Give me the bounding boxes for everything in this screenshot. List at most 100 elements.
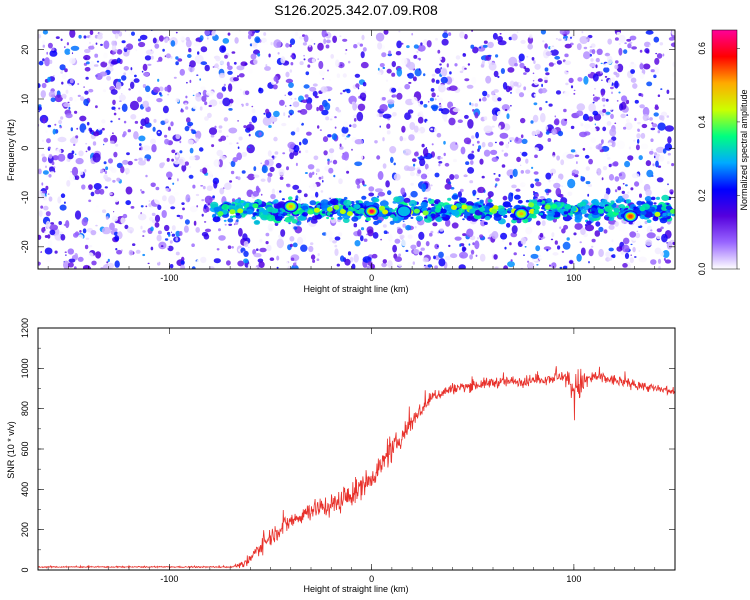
spectrogram-cell [608,224,615,230]
spectrogram-cell [68,106,71,110]
spectrogram-cell [113,112,117,116]
spectrogram-cell [595,64,598,69]
spectrogram-cell [38,83,41,89]
spectrogram-cell [334,244,338,248]
spectrogram-cell [173,191,180,196]
spectrogram-cell [488,62,497,71]
spectrogram-cell [145,205,148,208]
band-cell [651,196,656,201]
spectrogram-cell [113,66,118,69]
spectrogram-cell [560,159,565,166]
x-tick-label: -100 [160,574,178,584]
spectrogram-cell [564,43,572,49]
spectrogram-cell [494,177,500,182]
band-cell [431,203,435,207]
spectrogram-cell [406,45,410,49]
spectrogram-cell [195,92,201,98]
spectrogram-cell [319,70,326,77]
band-cell [427,207,432,211]
spectrogram-cell [667,152,671,156]
spectrogram-cell [320,86,328,93]
spectrogram-cell [425,241,430,247]
spectrogram-cell [227,83,233,92]
spectrogram-cell [374,140,378,144]
spectrogram-cell [393,173,401,181]
spectrogram-cell [480,220,486,227]
spectrogram-cell [265,64,268,67]
spectrogram-cell [304,94,309,98]
spectrogram-cell [275,162,282,169]
spectrogram-cell [631,173,640,179]
spectrogram-cell [544,43,548,49]
spectrogram-cell [381,52,387,58]
band-cell [361,195,367,200]
x-tick-label: -100 [160,273,178,283]
spectrogram-cell [561,228,566,234]
spectrogram-cell [243,125,247,129]
spectrogram-cell [464,174,467,177]
spectrogram-cell [349,256,354,263]
spectrogram-cell [584,224,595,232]
band-cell [291,219,298,224]
spectrogram-cell [204,228,212,233]
spectrogram-cell [185,95,188,99]
spectrogram-cell [74,110,78,114]
spectrogram-cell [210,39,214,43]
spectrogram-cell [169,264,174,269]
spectrogram-cell [172,182,175,185]
spectrogram-cell [406,166,416,172]
spectrogram-cell [315,168,320,173]
spectrogram-cell [168,195,176,205]
spectrogram-cell [558,173,564,180]
spectrogram-cell [630,187,634,191]
band-cell [665,205,672,210]
spectrogram-cell [219,187,225,195]
spectrogram-cell [282,152,286,155]
band-cell [278,213,282,217]
spectrogram-cell [629,62,637,69]
spectrogram-cell [182,207,185,211]
spectrogram-cell [621,244,630,253]
spectrogram-cell [334,236,341,241]
spectrogram-cell [564,38,566,41]
spectrogram-cell [96,60,100,63]
spectrogram-cell [38,234,42,240]
spectrogram-cell [526,90,532,93]
spectrogram-cell [320,190,324,193]
spectrogram-cell [601,139,604,145]
spectrogram-cell [325,116,330,121]
spectrogram-cell [258,48,262,51]
spectrogram-cell [323,150,328,156]
spectrogram-cell [85,142,88,145]
spectrogram-cell [252,190,260,197]
spectrogram-cell [477,236,479,240]
spectrogram-cell [469,102,472,106]
spectrogram-cell [356,111,364,122]
spectrogram-cell [668,37,675,41]
spectrogram-cell [38,249,41,254]
spectrogram-cell [413,44,419,49]
spectrogram-cell [57,136,67,143]
spectrogram-cell [661,233,668,243]
spectrogram-cell [562,265,568,269]
spectrogram-cell [434,172,440,178]
spectrogram-cell [512,168,518,178]
spectrogram-cell [171,225,176,231]
spectrogram-cell [38,210,43,218]
spectrogram-cell [660,88,663,90]
spectrogram-cell [490,246,495,252]
spectrogram-cell [583,75,589,85]
spectrogram-cell [244,90,250,96]
spectrogram-cell [352,102,357,111]
spectrogram-cell [413,54,418,59]
spectrogram-cell [523,86,527,91]
spectrogram-cell [204,64,210,72]
spectrogram-cell [532,190,535,194]
spectrogram-cell [407,61,416,71]
spectrogram-cell [547,138,552,142]
spectrogram-cell [54,123,57,126]
spectrogram-cell [84,90,89,95]
spectrogram-cell [258,132,262,136]
spectrogram-cell [431,92,436,98]
spectrogram-cell [43,205,49,211]
